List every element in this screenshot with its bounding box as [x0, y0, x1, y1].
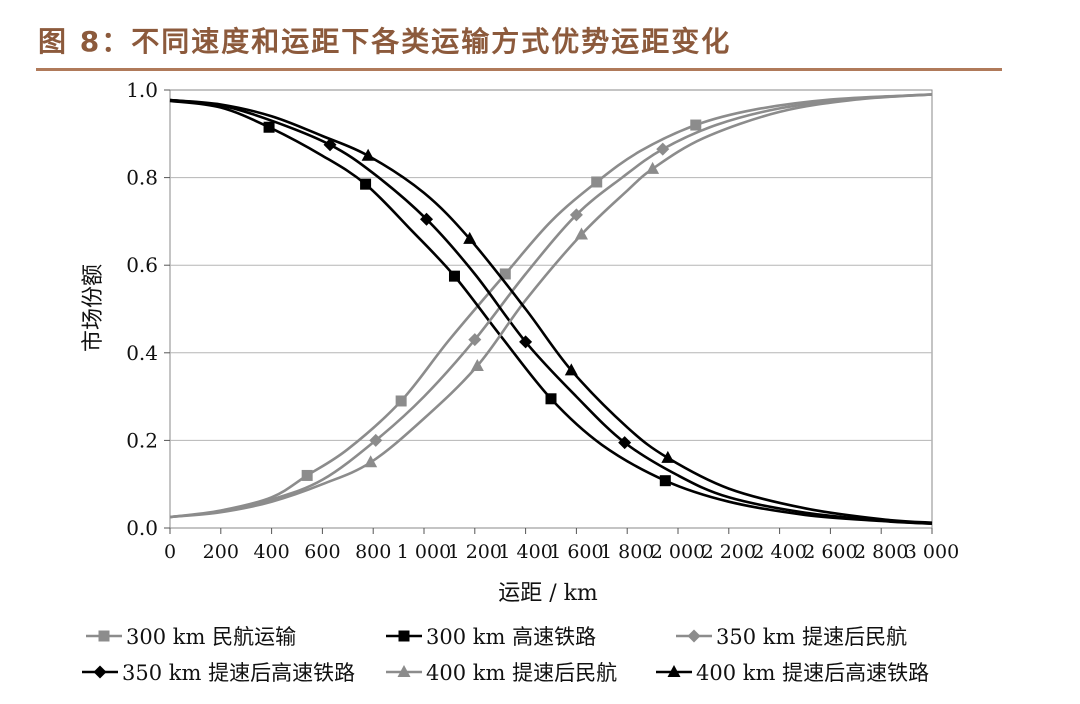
series-4: [169, 93, 933, 519]
x-tick-label: 1 600: [549, 541, 603, 563]
series-line: [169, 99, 933, 525]
series-marker: [661, 450, 675, 463]
legend-swatch-marker: [667, 665, 681, 677]
legend-item-400-air: 400 km 提速后民航: [384, 657, 654, 687]
legend-label: 400 km 提速后民航: [426, 661, 618, 685]
x-tick-label: 2 400: [752, 541, 806, 563]
series-marker: [646, 161, 660, 174]
series-marker: [448, 270, 460, 282]
legend-row-2: 350 km 提速后高速铁路 400 km 提速后民航 400 km 提速后高速…: [80, 654, 1044, 690]
series-5: [169, 98, 933, 524]
legend-swatch-marker: [93, 665, 107, 679]
y-tick-label: 0.0: [126, 516, 158, 540]
series-marker: [656, 142, 670, 156]
figure-title: 图 8：不同速度和运距下各类运输方式优势运距变化: [38, 25, 732, 58]
legend-swatch-icon: [82, 665, 118, 679]
legend-label: 350 km 提速后民航: [716, 625, 908, 649]
series-marker: [463, 231, 477, 244]
legend-swatch-icon: [86, 630, 122, 642]
series-line: [169, 98, 933, 525]
series-line: [169, 93, 933, 519]
legend-item-400-hsr: 400 km 提速后高速铁路: [654, 657, 929, 687]
y-tick-label: 0.6: [126, 253, 158, 277]
x-tick-label: 800: [355, 541, 391, 563]
legend-swatch-marker: [398, 630, 410, 642]
x-tick-label: 0: [164, 541, 176, 563]
legend-label: 350 km 提速后高速铁路: [122, 661, 356, 685]
legend-item-350-air: 350 km 提速后民航: [674, 621, 907, 651]
series-marker: [591, 176, 603, 188]
y-tick-label: 0.4: [126, 341, 158, 365]
series-marker: [564, 363, 578, 376]
x-tick-label: 1 200: [448, 541, 502, 563]
x-tick-label: 1 400: [498, 541, 552, 563]
series-marker: [369, 433, 383, 447]
x-tick-label: 600: [304, 541, 340, 563]
legend-swatch-icon: [386, 630, 422, 642]
title-divider: [36, 68, 1002, 71]
legend-label: 300 km 高速铁路: [426, 625, 597, 649]
series-3: [169, 98, 933, 525]
x-tick-label: 2 200: [702, 541, 756, 563]
legend-swatch-marker: [397, 665, 411, 677]
series-2: [169, 93, 933, 519]
series-marker: [263, 121, 275, 133]
legend-swatch-marker: [687, 629, 701, 643]
y-tick-label: 0.8: [126, 166, 158, 190]
legend-item-350-hsr: 350 km 提速后高速铁路: [80, 657, 384, 687]
series-marker: [618, 436, 632, 450]
series-0: [169, 93, 933, 519]
series-marker: [569, 208, 583, 222]
legend-label: 400 km 提速后高速铁路: [696, 661, 930, 685]
series-marker: [470, 358, 484, 371]
series-marker: [690, 119, 702, 131]
series-marker: [659, 475, 671, 487]
series-marker: [545, 393, 557, 405]
series-marker: [361, 148, 375, 161]
x-tick-label: 400: [253, 541, 289, 563]
series-marker: [395, 395, 407, 407]
y-axis-label: 市场份额: [81, 264, 106, 352]
series-marker: [499, 268, 511, 280]
legend-item-300-air: 300 km 民航运输: [84, 621, 384, 651]
grid-layer: [169, 89, 933, 529]
series-marker: [301, 469, 313, 481]
legend-item-300-hsr: 300 km 高速铁路: [384, 621, 674, 651]
series-marker: [574, 227, 588, 240]
series-line: [169, 93, 933, 519]
series-marker: [468, 333, 482, 347]
x-tick-label: 1 800: [600, 541, 654, 563]
x-tick-label: 200: [203, 541, 239, 563]
legend-swatch-icon: [386, 665, 422, 677]
legend-swatch-icon: [656, 665, 692, 677]
series-marker: [519, 335, 533, 349]
series-layer: [169, 93, 933, 525]
legend-swatch-marker: [98, 630, 110, 642]
x-tick-label: 2 600: [803, 541, 857, 563]
x-tick-label: 3 000: [905, 541, 959, 563]
series-marker: [420, 212, 434, 226]
series-line: [169, 93, 933, 519]
y-tick-label: 1.0: [126, 78, 158, 102]
series-marker: [360, 178, 372, 190]
legend-swatch-icon: [676, 629, 712, 643]
legend: 300 km 民航运输 300 km 高速铁路 350 km 提速后民航 350…: [82, 618, 1044, 690]
plot-frame: [169, 89, 933, 529]
x-tick-label: 2 800: [854, 541, 908, 563]
x-axis-label: 运距 / km: [498, 581, 598, 606]
legend-label: 300 km 民航运输: [126, 625, 297, 649]
y-tick-label: 0.2: [126, 428, 158, 452]
legend-row-1: 300 km 民航运输 300 km 高速铁路 350 km 提速后民航: [84, 618, 1044, 654]
x-tick-label: 1 000: [397, 541, 451, 563]
x-tick-label: 2 000: [651, 541, 705, 563]
series-1: [169, 99, 933, 525]
series-line: [169, 98, 933, 524]
series-marker: [364, 455, 378, 468]
